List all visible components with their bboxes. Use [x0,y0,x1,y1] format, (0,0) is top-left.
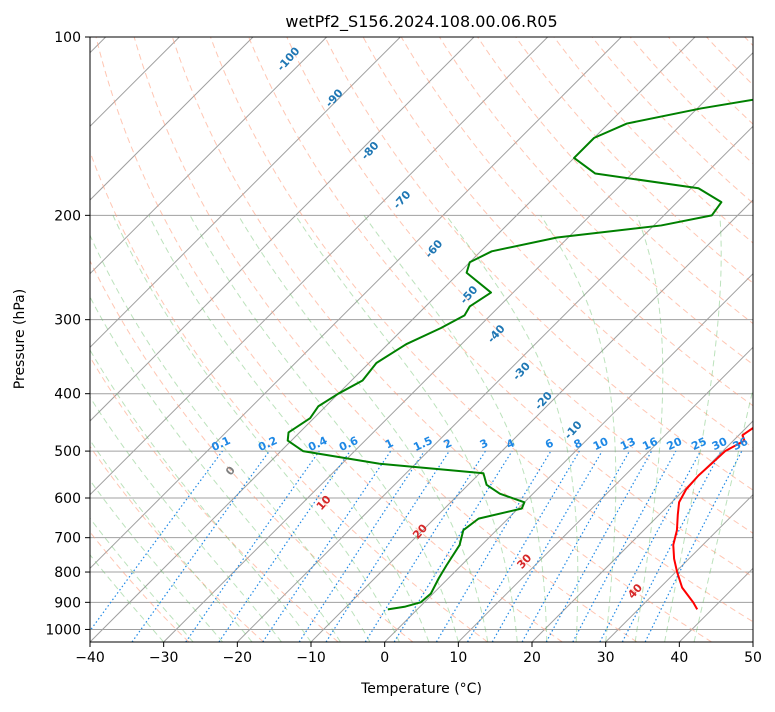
y-tick-label: 700 [54,531,81,547]
x-tick-label: 50 [744,650,762,666]
chart-title: wetPf2_S156.2024.108.00.06.R05 [285,12,557,32]
x-tick-label: 40 [670,650,688,666]
y-tick-label: 300 [54,313,81,329]
y-tick-label: 900 [54,595,81,611]
y-tick-label: 1000 [45,622,81,638]
x-tick-label: −30 [149,650,179,666]
x-tick-label: 10 [449,650,467,666]
x-tick-label: 0 [380,650,389,666]
x-tick-label: 20 [523,650,541,666]
x-tick-label: −40 [75,650,105,666]
y-axis-label: Pressure (hPa) [12,289,28,389]
y-tick-label: 800 [54,565,81,581]
y-tick-label: 600 [54,491,81,507]
y-tick-label: 200 [54,208,81,224]
x-tick-label: −20 [223,650,253,666]
y-tick-label: 400 [54,387,81,403]
x-tick-label: 30 [597,650,615,666]
x-tick-label: −10 [296,650,326,666]
y-tick-label: 100 [54,30,81,46]
x-axis-label: Temperature (°C) [360,681,482,697]
y-tick-label: 500 [54,444,81,460]
